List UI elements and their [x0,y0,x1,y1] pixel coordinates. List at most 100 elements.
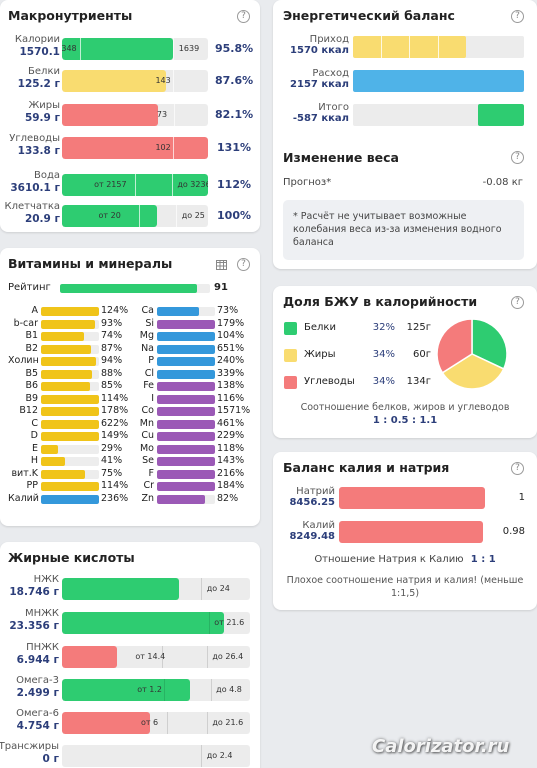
fatty-acid-row: Омега-3 2.499 г от 1.2 до 4.8 [0,675,260,703]
macro-name: Калории [14,34,60,45]
help-icon[interactable]: ? [511,151,524,164]
fatty-acid-bar-track: от 21.6 [62,612,250,634]
fatty-acid-tick-label: до 21.6 [212,718,244,727]
vitamin-bar [41,382,91,391]
vitamin-percent: 178% [101,405,129,416]
macro-tick-label: до 3236 [177,180,208,189]
vitamin-bar-track [157,394,215,404]
macro-row: Углеводы 133.8 г 102 131% [0,133,260,163]
macronutrients-title: Макронутриенты [8,8,133,23]
vitamin-bar-track [157,344,215,354]
fatty-acid-name: ПНЖК [26,642,59,653]
vitamin-bar-track [41,394,99,404]
vitamin-name: B9 [25,392,38,404]
macro-bar-track: от 2157 до 3236 [62,174,208,196]
fatty-acid-tick-label: до 24 [206,584,230,593]
macro-value: 3610.1 г [10,182,60,194]
vitamin-percent: 179% [217,317,245,329]
kna-value: 8456.25 [289,497,335,508]
vitamin-bar-track [157,494,215,504]
energy-bar [353,36,466,58]
vitamin-bar [157,369,215,379]
table-icon[interactable] [216,260,227,270]
vitamin-percent: 114% [101,392,129,404]
bju-share-title: Доля БЖУ в калорийности [283,294,478,309]
vitamin-percent: 41% [101,455,123,466]
vitamin-name: Mg [139,330,154,341]
vitamin-name: Cr [143,480,154,491]
vitamin-percent: 184% [217,480,245,491]
help-icon[interactable]: ? [237,258,250,271]
vitamin-bar-track [41,419,99,429]
vitamin-bar-track [41,319,99,329]
energy-bar-track [353,70,524,92]
vitamin-name: E [31,442,38,454]
vitamin-percent: 651% [217,342,245,354]
macro-bar [62,137,208,159]
vitamin-percent: 88% [101,367,123,379]
bju-legend-swatch [284,349,297,362]
kna-ratio: Отношение Натрия к Калию 1 : 1 [273,554,537,565]
rating-value: 91 [214,282,228,293]
macro-bar [62,38,173,60]
macro-bar [62,70,166,92]
fatty-acid-tick-label: от 1.2 [137,685,163,694]
vitamin-name: Fe [143,380,154,391]
vitamin-name: PP [26,480,38,491]
macro-value: 1570.1 [19,46,60,58]
vitamin-percent: 216% [217,467,245,479]
bju-legend-name: Углеводы [304,376,355,387]
vitamin-bar [41,394,99,404]
help-icon[interactable]: ? [237,10,250,23]
vitamin-bar [41,357,96,366]
bju-legend-grams: 134г [406,376,431,387]
vitamin-percent: 75% [101,467,123,479]
help-icon[interactable]: ? [511,462,524,475]
macro-tick-label: 73 [156,110,168,119]
vitamin-percent: 339% [217,367,245,379]
vitamin-percent: 622% [101,417,129,429]
fatty-acid-value: 18.746 г [9,586,59,598]
help-icon[interactable]: ? [511,10,524,23]
fatty-acid-value: 4.754 г [16,720,59,732]
macro-name: Вода [33,170,60,181]
energy-value: -587 ккал [292,113,349,124]
vitamin-bar-track [157,482,215,491]
vitamins-card: Витамины и минералы ? Рейтинг 91 A 124% b-… [0,248,260,526]
vitamin-bar-track [41,494,99,504]
rating-bar [60,284,197,293]
energy-value: 1570 ккал [290,45,349,56]
vitamins-title: Витамины и минералы [8,256,173,271]
vitamin-bar-track [157,457,215,466]
energy-bar-divider [381,36,383,58]
vitamin-percent: 143% [217,455,245,466]
potassium-sodium-title: Баланс калия и натрия [283,460,450,475]
vitamin-bar [41,469,85,479]
vitamin-bar [157,407,215,416]
bju-pie-slice [441,353,505,390]
vitamin-bar-track [41,369,99,379]
bju-legend-percent: 34% [372,349,395,360]
vitamin-bar [157,469,215,479]
vitamin-percent: 118% [217,442,245,454]
weight-change-title: Изменение веса [283,150,399,165]
vitamin-name: Se [142,455,154,466]
bju-pie-slice [471,318,508,370]
fatty-acid-name: НЖК [33,574,59,585]
fatty-acid-bar-track: до 24 [62,578,250,600]
vitamin-name: H [30,455,38,466]
vitamin-name: B12 [19,405,38,416]
bju-ratio-label: Соотношение белков, жиров и углеводов [300,402,510,413]
vitamin-name: Na [141,342,154,354]
vitamin-percent: 85% [101,380,123,391]
vitamin-name: B1 [25,330,38,341]
help-icon[interactable]: ? [511,296,524,309]
vitamin-name: I [151,392,154,404]
vitamin-name: D [30,430,38,441]
vitamin-bar [157,344,215,354]
fatty-acid-bar [62,646,117,668]
bju-legend-name: Жиры [304,349,336,360]
vitamin-bar [41,319,95,329]
vitamin-bar-track [41,432,99,441]
